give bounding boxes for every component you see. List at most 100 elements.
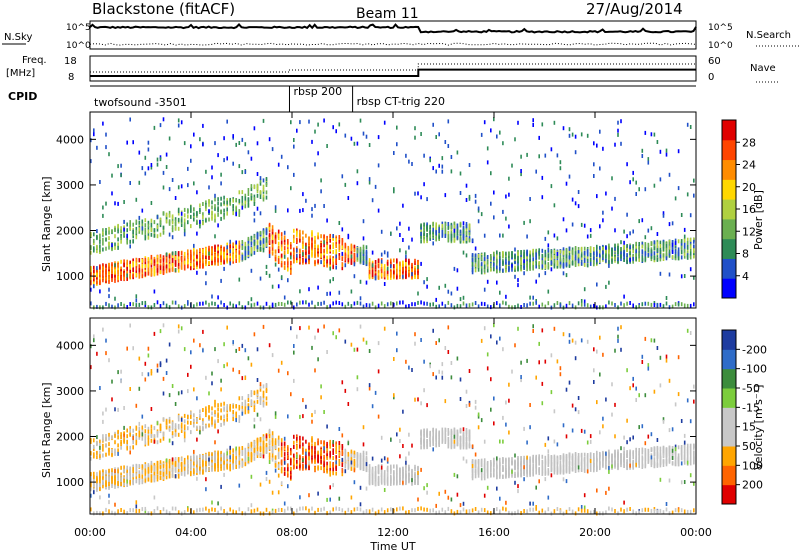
- power-cell: [93, 232, 95, 237]
- power-cell: [571, 249, 574, 254]
- velocity-cell: [162, 507, 165, 512]
- power-cell: [350, 289, 353, 294]
- velocity-cell: [159, 476, 162, 481]
- power-cell: [644, 301, 647, 306]
- power-cell: [493, 117, 495, 122]
- velocity-cell: [105, 407, 107, 412]
- power-cell: [323, 243, 325, 248]
- velocity-cell: [187, 507, 189, 512]
- power-cell: [635, 249, 637, 254]
- power-cell: [126, 140, 128, 145]
- velocity-cell: [138, 426, 141, 431]
- power-cell: [477, 304, 480, 309]
- power-cell: [635, 244, 637, 249]
- velocity-cell: [117, 407, 119, 412]
- power-cell: [505, 256, 507, 261]
- power-cell: [280, 275, 283, 280]
- power-cell: [153, 303, 156, 307]
- power-cell: [126, 266, 128, 271]
- velocity-cell: [165, 458, 168, 463]
- power-cell: [323, 251, 325, 256]
- velocity-cell: [117, 443, 119, 448]
- power-cell: [541, 254, 544, 258]
- power-cell: [183, 304, 186, 309]
- power-cell: [626, 301, 628, 306]
- velocity-cell: [183, 466, 186, 471]
- power-cell: [162, 211, 165, 216]
- power-cell: [520, 254, 522, 259]
- power-cell: [438, 132, 440, 137]
- power-cell: [362, 131, 365, 136]
- velocity-cell: [93, 511, 95, 516]
- power-cell: [308, 243, 310, 248]
- power-cell: [90, 250, 92, 255]
- power-cell: [535, 300, 537, 305]
- power-cell: [520, 265, 522, 270]
- velocity-cell: [187, 415, 189, 419]
- power-cell: [532, 123, 534, 127]
- velocity-cell: [120, 477, 122, 482]
- power-cell: [93, 238, 95, 243]
- power-cell: [505, 268, 507, 273]
- power-cell: [102, 205, 104, 210]
- power-cell: [626, 244, 628, 248]
- power-cell: [365, 303, 368, 308]
- velocity-cell: [126, 511, 128, 515]
- power-cell: [617, 120, 619, 125]
- velocity-cell: [205, 410, 207, 415]
- power-cell: [265, 301, 268, 306]
- power-cell: [208, 251, 210, 256]
- power-cell: [132, 273, 134, 278]
- power-cell: [662, 241, 665, 246]
- velocity-cell: [123, 438, 125, 443]
- velocity-cell: [93, 478, 95, 483]
- power-cell: [465, 303, 468, 308]
- velocity-cell: [141, 425, 144, 430]
- power-cell: [426, 222, 428, 227]
- velocity-cell: [177, 423, 180, 428]
- power-cell: [326, 144, 328, 148]
- power-cell: [135, 197, 138, 202]
- power-cell: [335, 259, 337, 264]
- power-cell: [553, 264, 556, 269]
- power-cell: [611, 176, 613, 181]
- power-cell: [347, 245, 350, 250]
- power-cell: [523, 249, 525, 254]
- power-cell: [411, 237, 413, 242]
- power-cell: [632, 170, 634, 175]
- power-cell: [659, 247, 662, 252]
- velocity-cell: [150, 369, 153, 373]
- velocity-cell: [96, 450, 98, 455]
- velocity-cell: [114, 407, 116, 412]
- power-cell: [238, 254, 241, 259]
- power-cell: [177, 123, 180, 128]
- velocity-cell: [180, 424, 183, 429]
- power-cell: [256, 245, 259, 250]
- power-cell: [602, 250, 604, 255]
- power-cell: [117, 270, 119, 274]
- power-cell: [408, 266, 410, 271]
- power-cell: [293, 247, 295, 252]
- power-cell: [314, 244, 316, 249]
- power-cell: [396, 125, 398, 130]
- power-cell: [344, 133, 347, 138]
- power-cell: [611, 248, 613, 253]
- power-cell: [211, 256, 213, 261]
- power-cell: [329, 247, 331, 252]
- power-cell: [196, 270, 198, 275]
- power-cell: [183, 228, 186, 233]
- power-cell: [332, 301, 334, 306]
- power-cell: [171, 258, 174, 263]
- nsky-tick-low: 10^0: [66, 41, 91, 51]
- velocity-cell: [129, 469, 131, 474]
- velocity-cell: [114, 473, 116, 478]
- velocity-cell: [193, 461, 195, 466]
- power-heatmap-cells: [90, 117, 695, 310]
- velocity-cell: [156, 461, 159, 466]
- velocity-cell: [174, 474, 177, 479]
- velocity-cell: [90, 344, 92, 349]
- power-cell: [499, 251, 501, 256]
- power-cell: [417, 275, 419, 279]
- power-cell: [496, 301, 498, 306]
- power-cell: [326, 291, 328, 296]
